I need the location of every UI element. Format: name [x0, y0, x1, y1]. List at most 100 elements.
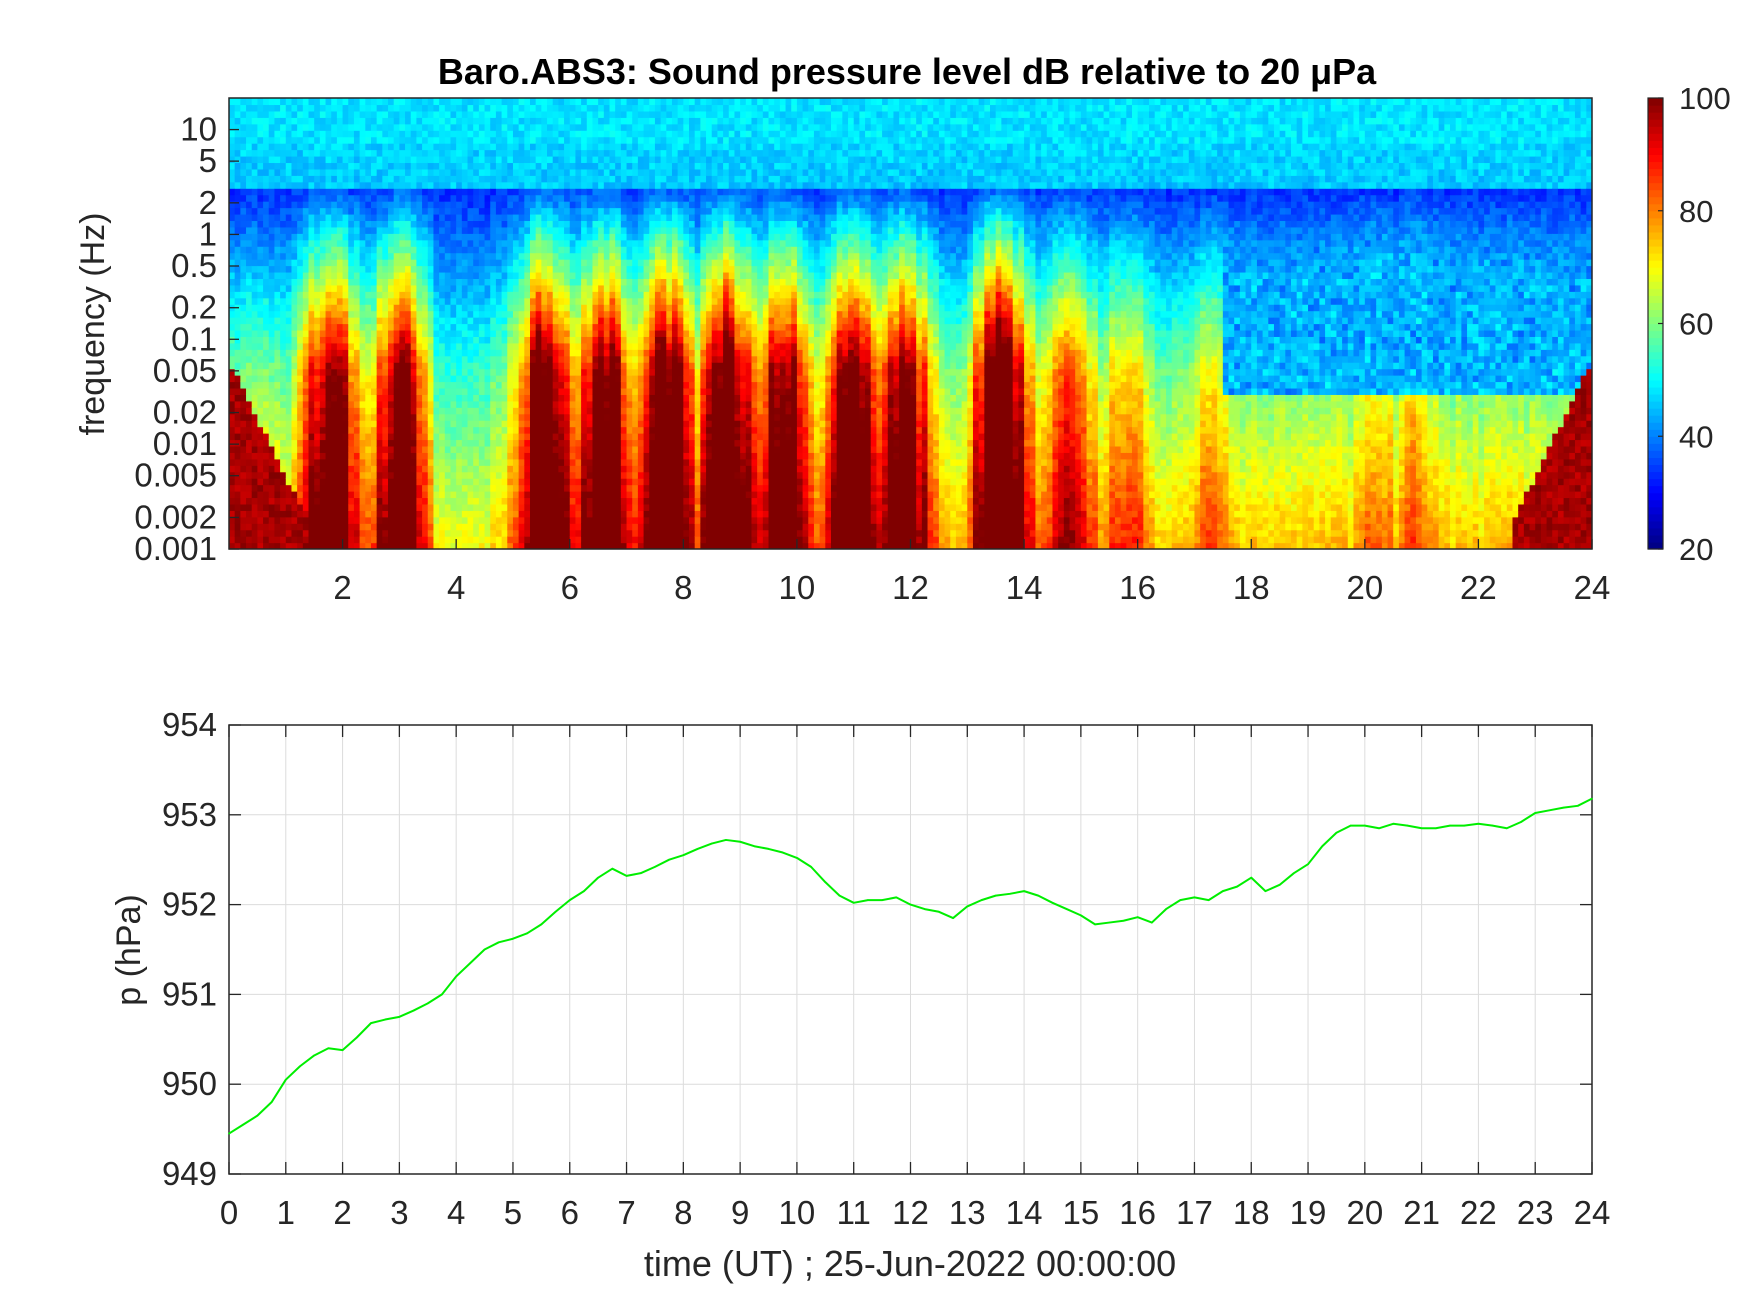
pressure-point	[483, 948, 486, 951]
pressure-point	[1449, 824, 1451, 827]
pressure-point	[867, 899, 869, 901]
pressure-point	[554, 910, 557, 913]
pressure-point	[1477, 822, 1480, 825]
pressure-point	[327, 1047, 330, 1050]
pressure-point	[1506, 827, 1508, 830]
pressure-point	[909, 903, 912, 906]
pressure-x-tick-label: 9	[731, 1194, 749, 1231]
pressure-x-tick-label: 22	[1460, 1194, 1497, 1231]
pressure-x-tick-label: 20	[1346, 1194, 1383, 1231]
pressure-point	[966, 905, 969, 908]
colorbar-ticks: 20 40 60 80 100	[1658, 81, 1731, 567]
pressure-point	[781, 851, 784, 854]
pressure-point	[1406, 824, 1409, 827]
pressure-point	[299, 1065, 301, 1068]
pressure-point	[1023, 890, 1025, 892]
pressure-point	[568, 899, 571, 901]
colorbar-tick-label: 60	[1679, 307, 1713, 342]
pressure-point	[625, 875, 628, 877]
pressure-point	[938, 910, 940, 913]
spectrogram-x-tick-label: 6	[561, 569, 579, 606]
pressure-point	[994, 894, 997, 897]
pressure-point	[313, 1054, 315, 1057]
pressure-point	[1136, 916, 1139, 918]
pressure-point	[270, 1101, 273, 1103]
spectrogram-x-tick-label: 8	[674, 569, 692, 606]
pressure-point	[952, 917, 954, 919]
pressure-x-tick-label: 7	[617, 1194, 635, 1231]
pressure-point	[1392, 822, 1395, 825]
spectrogram-y-tick-label: 1	[199, 215, 217, 252]
pressure-y-tick-label: 953	[162, 796, 217, 833]
pressure-point	[980, 899, 983, 901]
pressure-x-tick-label: 1	[277, 1194, 295, 1231]
spectrogram-y-tick-label: 0.1	[171, 320, 217, 357]
pressure-point	[1364, 824, 1366, 827]
pressure-x-tick-label: 10	[779, 1194, 816, 1231]
pressure-point	[341, 1049, 344, 1051]
spectrogram-y-tick-label: 0.001	[134, 530, 217, 567]
spectrogram-x-tick-label: 16	[1119, 569, 1156, 606]
spectrogram-heatmap	[229, 98, 1592, 549]
pressure-point	[824, 881, 827, 883]
pressure-point	[810, 866, 812, 868]
spectrogram-x-ticks: 2 4 6 8 10 12 14 16 18 20 22 24	[333, 539, 1610, 606]
pressure-x-tick-label: 17	[1176, 1194, 1213, 1231]
pressure-x-tick-label: 15	[1063, 1194, 1100, 1231]
pressure-point	[696, 848, 699, 850]
pressure-x-tick-label: 0	[220, 1194, 238, 1231]
pressure-point	[1080, 914, 1082, 917]
pressure-point	[1236, 885, 1238, 888]
pressure-y-tick-label: 954	[162, 706, 217, 743]
spectrogram-y-tick-label: 5	[199, 142, 217, 179]
pressure-point	[1577, 805, 1579, 807]
figure-xlabel: time (UT) ; 25-Jun-2022 00:00:00	[644, 1243, 1176, 1284]
pressure-x-tick-label: 23	[1517, 1194, 1554, 1231]
pressure-point	[654, 866, 656, 868]
pressure-point	[384, 1018, 386, 1021]
pressure-point	[1193, 896, 1196, 899]
pressure-point	[753, 845, 756, 848]
pressure-point	[1051, 902, 1054, 904]
colorbar-tick-label: 100	[1679, 81, 1731, 116]
pressure-x-tick-label: 3	[390, 1194, 408, 1231]
pressure-point	[1264, 890, 1267, 892]
pressure-point	[256, 1114, 259, 1117]
pressure-point	[725, 839, 727, 841]
pressure-point	[1165, 908, 1167, 910]
pressure-y-tick-label: 951	[162, 975, 217, 1012]
pressure-point	[1222, 890, 1224, 892]
pressure-point	[1435, 827, 1437, 830]
pressure-x-ticks: 0 1 2 3 4 5 6 7 8 9 10 11 12 13 14 15 16 17 18 19 20 21 22 23 24	[220, 725, 1611, 1231]
spectrogram-y-tick-label: 0.2	[171, 289, 217, 326]
pressure-point	[639, 872, 642, 874]
pressure-point	[611, 867, 614, 870]
spectrogram-x-tick-label: 22	[1460, 569, 1497, 606]
pressure-point	[1179, 899, 1182, 901]
spectrogram-y-tick-label: 2	[199, 184, 217, 221]
spectrogram-title: Baro.ABS3: Sound pressure level dB relat…	[438, 51, 1377, 92]
pressure-series	[228, 797, 1593, 1135]
spectrogram-y-tick-label: 0.002	[134, 498, 217, 535]
pressure-point	[284, 1078, 287, 1081]
spectrogram-y-tick-label: 10	[180, 111, 217, 148]
pressure-point	[1349, 824, 1352, 827]
pressure-point	[1491, 824, 1494, 827]
pressure-point	[767, 848, 770, 850]
pressure-x-tick-label: 24	[1574, 1194, 1611, 1231]
pressure-point	[1378, 827, 1380, 830]
spectrogram-x-tick-label: 14	[1006, 569, 1043, 606]
spectrogram-y-tick-label: 0.02	[153, 394, 217, 431]
pressure-point	[242, 1123, 244, 1126]
pressure-point	[526, 932, 528, 935]
spectrogram-x-tick-label: 10	[779, 569, 816, 606]
pressure-point	[370, 1022, 372, 1024]
spectrogram-y-tick-label: 0.05	[153, 352, 217, 389]
spectrogram-x-tick-label: 20	[1346, 569, 1383, 606]
pressure-x-tick-label: 11	[837, 1194, 871, 1231]
pressure-point	[455, 975, 457, 978]
pressure-point	[796, 857, 798, 859]
pressure-point	[1065, 908, 1068, 910]
